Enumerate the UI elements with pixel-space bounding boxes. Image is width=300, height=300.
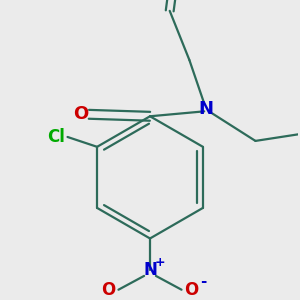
Text: +: + — [154, 256, 165, 268]
Text: N: N — [199, 100, 214, 118]
Text: -: - — [200, 274, 206, 289]
Text: Cl: Cl — [47, 128, 64, 146]
Text: O: O — [101, 281, 116, 299]
Text: N: N — [143, 261, 157, 279]
Text: O: O — [184, 281, 199, 299]
Text: O: O — [74, 105, 88, 123]
